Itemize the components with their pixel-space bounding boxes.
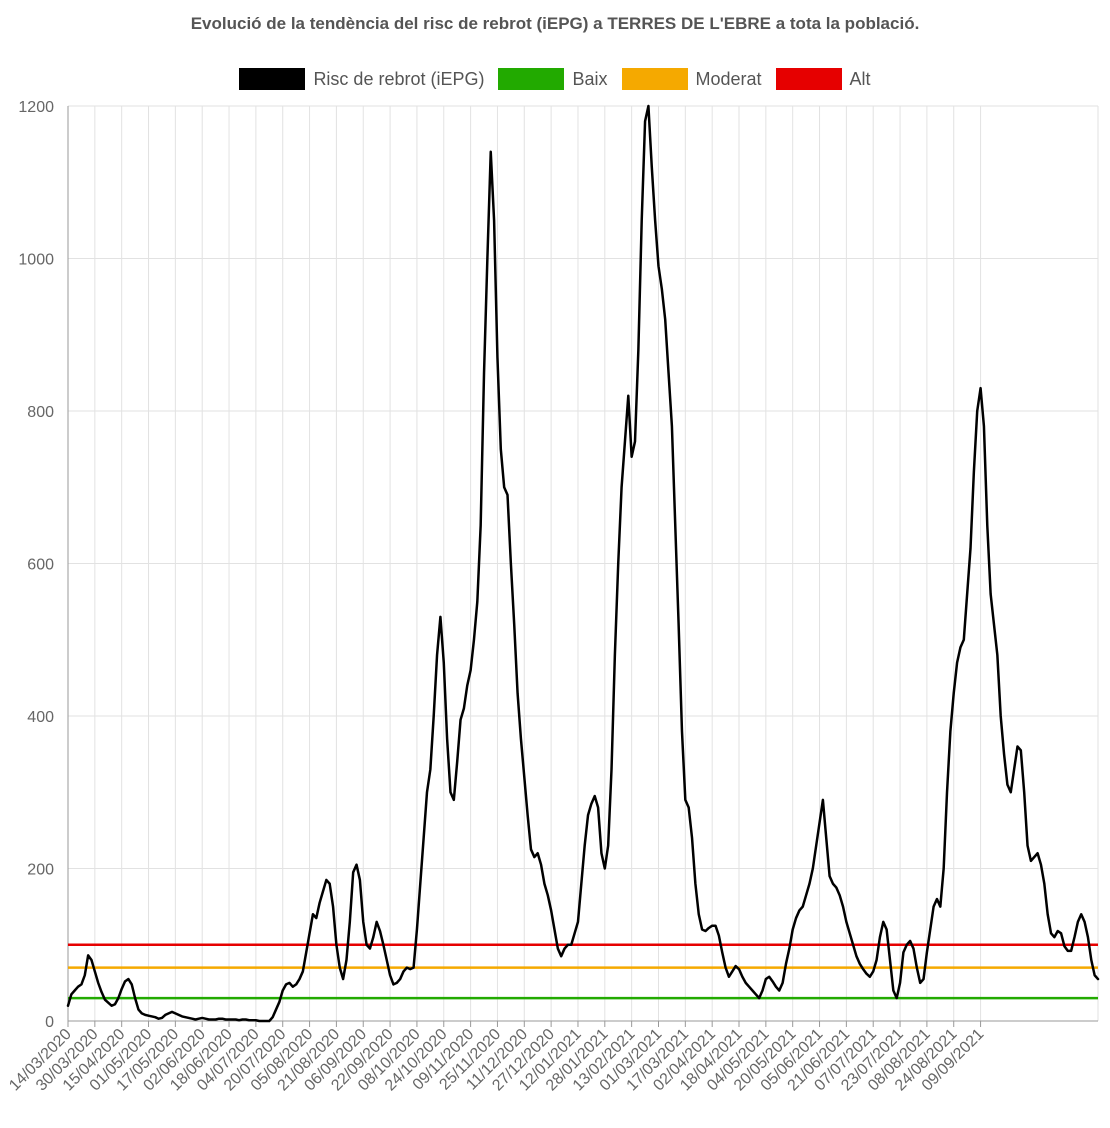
legend-item-moderat[interactable]: Moderat [621,68,762,90]
legend-item-baix[interactable]: Baix [498,68,608,90]
y-tick-label: 600 [27,557,54,574]
y-tick-label: 200 [27,862,54,879]
legend-label-moderat: Moderat [695,68,762,89]
legend-swatch-alt [775,68,842,90]
legend-swatch-moderat [621,68,688,90]
y-tick-label: 1000 [18,252,54,269]
legend-item-alt[interactable]: Alt [775,68,871,90]
chart-title: Evolució de la tendència del risc de reb… [190,14,920,33]
series-line-iepg [66,104,1100,1023]
legend-swatch-baix [498,68,565,90]
legend-item-risc[interactable]: Risc de rebrot (iEPG) [239,68,484,90]
legend-label-risc: Risc de rebrot (iEPG) [313,68,485,89]
y-tick-label: 800 [27,404,54,421]
legend: Risc de rebrot (iEPG) Baix Moderat Alt [0,68,1110,90]
legend-label-baix: Baix [572,68,608,89]
y-tick-label: 400 [27,709,54,726]
y-tick-label: 0 [45,1014,54,1031]
y-tick-label: 1200 [18,99,54,116]
legend-swatch-risc [239,68,306,90]
legend-label-alt: Alt [849,68,871,89]
